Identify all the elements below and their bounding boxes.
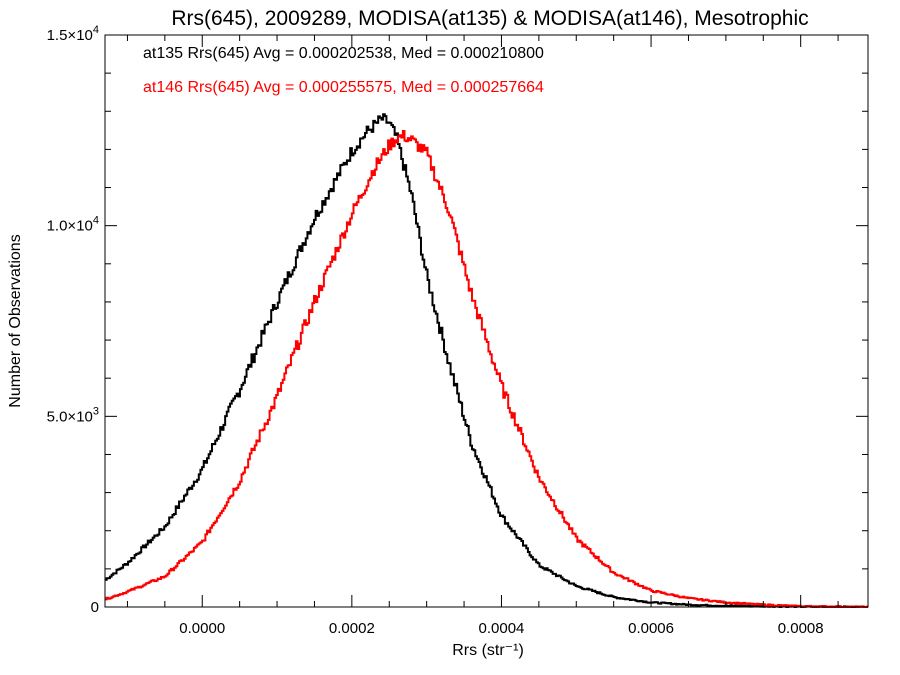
x-axis-label: Rrs (str⁻¹) bbox=[452, 642, 524, 659]
y-tick-label: 1.0×104 bbox=[47, 215, 99, 235]
series-line-at146 bbox=[105, 130, 868, 608]
chart-title: Rrs(645), 2009289, MODISA(at135) & MODIS… bbox=[171, 7, 808, 30]
x-tick-label: 0.0004 bbox=[479, 620, 525, 637]
x-tick-label: 0.0002 bbox=[329, 620, 375, 637]
y-axis: 0 5.0×103 1.0×104 1.5×104 bbox=[47, 24, 868, 616]
legend-entry-at146: at146 Rrs(645) Avg = 0.000255575, Med = … bbox=[143, 79, 544, 96]
legend-entry-at135: at135 Rrs(645) Avg = 0.000202538, Med = … bbox=[143, 45, 544, 62]
y-tick-label: 0 bbox=[91, 599, 99, 616]
plot-frame bbox=[104, 34, 869, 608]
y-axis-label: Number of Observations bbox=[7, 234, 24, 407]
y-tick-label: 1.5×104 bbox=[47, 24, 99, 44]
plot-area bbox=[104, 34, 869, 608]
x-tick-label: 0.0000 bbox=[179, 620, 225, 637]
x-axis: 0.0000 0.0002 0.0004 0.0006 0.0008 bbox=[126, 35, 839, 637]
x-tick-label: 0.0008 bbox=[778, 620, 824, 637]
y-tick-label: 5.0×103 bbox=[47, 405, 99, 425]
x-tick-label: 0.0006 bbox=[628, 620, 674, 637]
series-line-at135 bbox=[105, 113, 868, 608]
